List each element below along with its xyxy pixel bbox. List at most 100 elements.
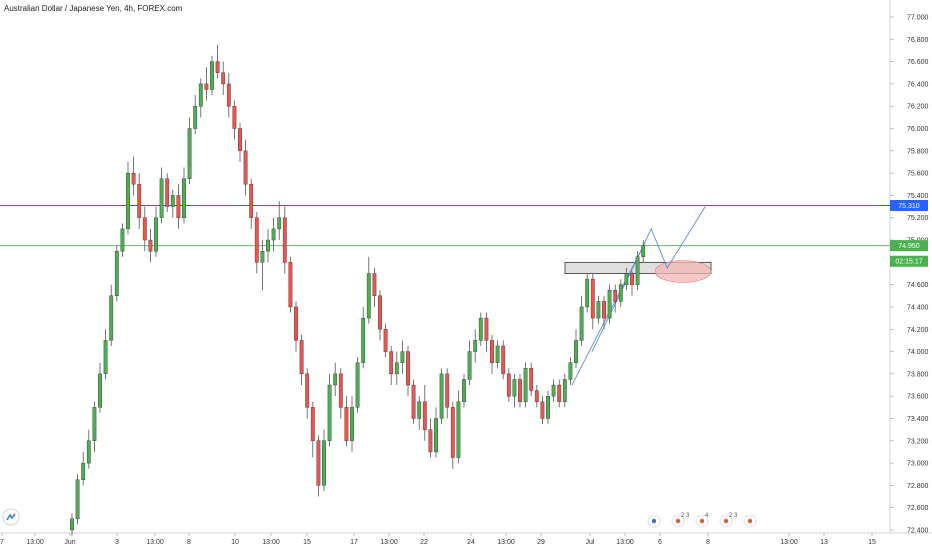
candle-body-up [266, 239, 270, 252]
candle [394, 351, 399, 386]
candle [445, 368, 450, 419]
candle-body-down [305, 373, 310, 408]
candle [635, 251, 640, 291]
price-tick-label: 72.800 [907, 483, 929, 490]
event-marker[interactable]: 2 3 [671, 513, 690, 528]
candle [378, 290, 382, 341]
candle-body-up [210, 61, 214, 90]
price-axis[interactable]: 77.000 76.800 76.600 76.400 76.200 76.000 75.8… [890, 15, 929, 535]
candle-body-down [165, 178, 170, 207]
candle [361, 306, 366, 369]
candle [260, 240, 265, 291]
candle-body-up [92, 407, 97, 441]
candle [372, 267, 377, 307]
candle-body-down [282, 217, 287, 263]
candle-body-down [316, 440, 321, 486]
candle [456, 390, 461, 464]
candle [602, 295, 606, 330]
candle [366, 256, 371, 324]
candle-body-up [109, 295, 114, 341]
candle-body-up [607, 290, 612, 319]
candle [333, 362, 338, 397]
event-count: 2 3 [729, 513, 738, 519]
candle [557, 379, 562, 408]
candle-body-up [260, 250, 265, 263]
candle-body-down [484, 317, 489, 341]
candle-body-down [137, 184, 142, 218]
candle-body-up [462, 379, 466, 402]
blue-line-price-tag-label: 75.310 [898, 203, 920, 210]
candle [551, 379, 556, 402]
price-tick-label: 73.200 [907, 438, 929, 445]
time-tick-label: 29 [537, 539, 545, 546]
candle [114, 245, 119, 302]
time-tick-label: 13:00 [26, 539, 44, 546]
time-tick-label: 8 [187, 539, 191, 546]
flag-icon-dot [723, 518, 729, 524]
candle [501, 340, 506, 380]
candle-body-up [327, 384, 332, 441]
price-tick-label: 76.000 [907, 126, 929, 133]
countdown-tag-label: 02:15:17 [895, 259, 922, 266]
candle-body-down [221, 72, 226, 85]
candle-body-up [495, 345, 500, 363]
event-markers[interactable]: 2 3 4 2 3 [647, 513, 757, 528]
candle [439, 368, 444, 425]
time-tick-label: Jun [64, 539, 75, 546]
event-marker[interactable] [647, 514, 661, 528]
candle [266, 228, 270, 263]
candle [467, 340, 472, 386]
candle [478, 312, 483, 346]
current-price-tag-label: 74.950 [898, 243, 920, 250]
logo-icon [6, 513, 16, 521]
candle [243, 139, 248, 196]
candle [579, 295, 584, 346]
candle [120, 223, 125, 257]
candle [226, 72, 231, 118]
candle [232, 100, 237, 140]
event-marker[interactable]: 2 3 [719, 513, 738, 528]
candle-body-down [142, 217, 147, 241]
candle [86, 429, 91, 469]
candle-body-down [243, 150, 248, 185]
candle [198, 78, 203, 118]
time-tick-label: 7 [0, 539, 4, 546]
event-marker[interactable] [743, 514, 757, 528]
candle [523, 362, 528, 408]
event-count: 4 [705, 513, 709, 519]
candles-layer [70, 44, 646, 536]
candle [305, 368, 310, 419]
time-tick-label: 15 [868, 539, 876, 546]
candle-body-down [450, 407, 455, 458]
candle [210, 56, 214, 96]
tradingview-logo[interactable] [2, 508, 20, 526]
candle [142, 206, 147, 252]
candle-body-down [630, 273, 634, 285]
time-axis[interactable]: 7 13:00 Jun 3 13:00 8 10 13:00 15 17 13:00 22 24 13:0… [0, 533, 876, 546]
candle-body-up [562, 379, 567, 402]
time-tick-label: Jul [586, 539, 595, 546]
candle [529, 362, 534, 397]
candle-body-down [501, 345, 506, 375]
candle-body-up [81, 462, 86, 481]
candle-body-up [333, 373, 338, 386]
candle-body-down [534, 390, 539, 402]
event-marker[interactable]: 4 [695, 513, 709, 528]
candle [204, 67, 209, 101]
candle-body-down [344, 407, 349, 441]
blue-line-price-tag: 75.310 [890, 199, 928, 211]
candle [176, 184, 181, 229]
candle [607, 284, 612, 324]
candle-body-up [579, 306, 584, 341]
candle [70, 513, 74, 536]
candle-body-down [378, 295, 382, 330]
candle-body-down [372, 273, 377, 297]
candle [618, 279, 623, 307]
candle-body-up [596, 301, 601, 319]
price-tick-label: 74.400 [907, 304, 929, 311]
candle-body-down [215, 61, 220, 73]
candle-body-up [574, 340, 578, 363]
candle-body-up [70, 518, 74, 531]
